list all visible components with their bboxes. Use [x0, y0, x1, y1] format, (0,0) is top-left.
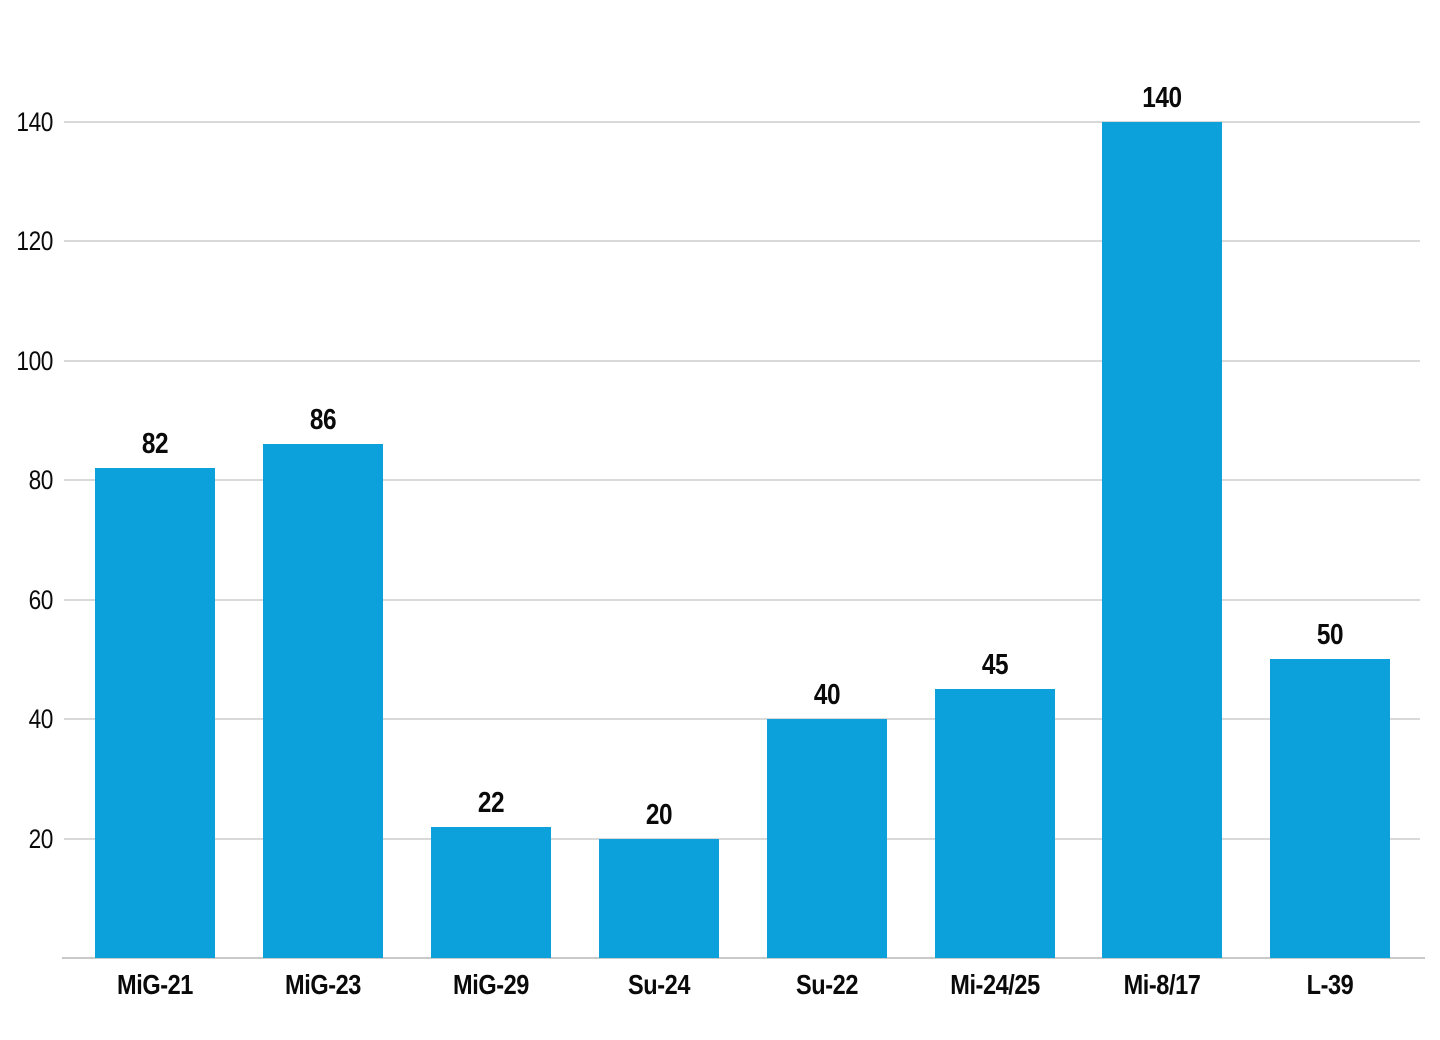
- gridline-y-140: [64, 121, 1420, 123]
- bar-MiG-29: [430, 826, 551, 958]
- x-tick-label: Su-24: [627, 969, 690, 1000]
- bar-Su-22: [766, 719, 887, 958]
- y-tick-label: 20: [28, 823, 54, 854]
- y-tick-label: 100: [16, 345, 53, 376]
- gridline-y-120: [64, 240, 1420, 243]
- value-label: 20: [645, 798, 673, 831]
- y-tick-label: 60: [28, 584, 54, 615]
- value-label: 22: [477, 786, 505, 819]
- y-tick-label: 80: [28, 465, 54, 496]
- x-tick-label: Su-22: [795, 969, 858, 1000]
- bar-Mi-24/25: [934, 689, 1055, 958]
- value-label: 45: [981, 649, 1008, 682]
- value-label: 86: [309, 404, 337, 437]
- x-tick-label: MiG-29: [452, 969, 529, 1000]
- y-tick-label: 140: [16, 107, 53, 137]
- value-label: 140: [1142, 82, 1183, 114]
- x-axis-line: [62, 957, 1425, 959]
- gridline-y-60: [64, 598, 1420, 601]
- gridline-y-100: [64, 359, 1420, 362]
- value-label: 40: [813, 679, 840, 712]
- y-tick-label: 120: [16, 226, 53, 257]
- gridline-y-40: [64, 718, 1420, 721]
- gridline-y-80: [64, 479, 1420, 482]
- bar-Su-24: [598, 838, 719, 958]
- bar-L-39: [1270, 659, 1391, 958]
- x-tick-label: MiG-21: [117, 969, 193, 1000]
- x-tick-label: Mi-24/25: [949, 969, 1040, 1000]
- x-tick-label: Mi-8/17: [1123, 969, 1201, 1000]
- bar-Mi-8/17: [1102, 122, 1223, 958]
- value-label: 50: [1317, 619, 1344, 652]
- gridline-y-20: [64, 837, 1420, 840]
- x-tick-label: MiG-23: [284, 969, 361, 1000]
- x-tick-label: L-39: [1306, 969, 1354, 1000]
- bar-MiG-23: [262, 444, 383, 958]
- value-label: 82: [141, 428, 169, 461]
- bar-MiG-21: [95, 468, 215, 958]
- y-tick-label: 40: [28, 704, 54, 735]
